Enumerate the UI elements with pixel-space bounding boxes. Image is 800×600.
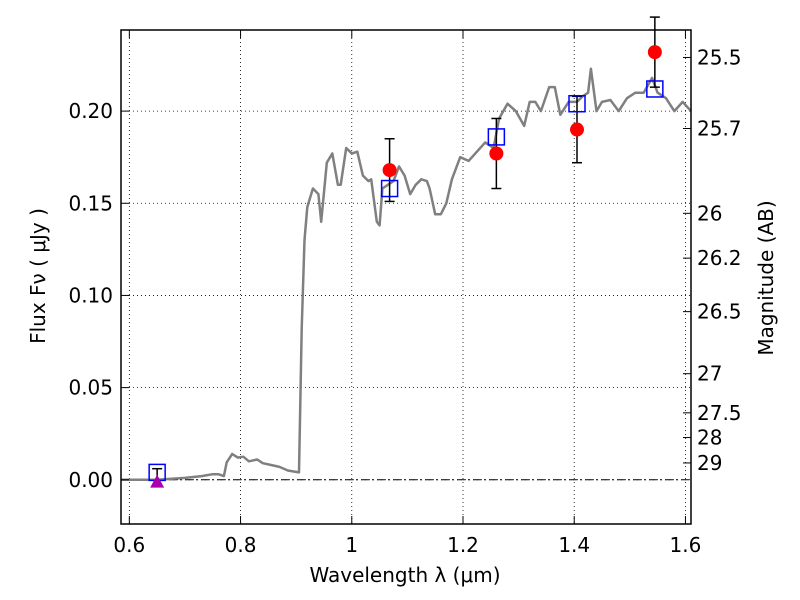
model-photometry-square — [487, 128, 506, 146]
mag-tick-label: 25.7 — [697, 117, 742, 141]
mag-tick-label: 26.2 — [697, 246, 742, 270]
mag-tick-label: 27 — [697, 362, 722, 386]
observed-flux-point — [382, 163, 397, 178]
x-tick-label: 0.6 — [113, 533, 145, 557]
model-spectrum-line — [121, 67, 692, 482]
y-tick-label: 0.15 — [68, 191, 113, 215]
grid — [121, 30, 691, 524]
upper-limit-triangle — [150, 474, 165, 488]
plot-frame — [120, 29, 692, 525]
x-tick-label: 1.4 — [558, 533, 590, 557]
mag-tick-label: 27.5 — [697, 401, 742, 425]
x-tick-label: 1.6 — [670, 533, 702, 557]
x-axis-label: Wavelength λ (μm) — [309, 563, 500, 587]
ticks: 0.6 0.8 1 1.2 1.4 1.6 0.00 0.05 0.10 0.15 0.20 25.5… — [68, 30, 742, 557]
model-photometry-square — [568, 94, 586, 113]
observed-flux-point — [570, 122, 584, 137]
plot-area — [121, 16, 692, 488]
mag-tick-label: 28 — [697, 426, 722, 450]
model-photometry-square — [646, 80, 664, 98]
x-tick-label: 1.2 — [447, 533, 479, 557]
observed-flux-point — [647, 45, 662, 60]
y-tick-label: 0.10 — [68, 283, 113, 307]
mag-tick-label: 29 — [697, 451, 722, 475]
mag-tick-label: 25.5 — [697, 45, 742, 69]
mag-tick-label: 26.5 — [697, 300, 742, 324]
model-photometry-square — [380, 179, 399, 198]
y-tick-label: 0.20 — [68, 99, 113, 123]
x-tick-label: 1 — [345, 533, 358, 557]
observed-flux-point — [489, 146, 504, 161]
y-axis-label: Flux Fν ( μJy ) — [26, 208, 50, 344]
right-axis-label: Magnitude (AB) — [754, 200, 778, 355]
mag-tick-label: 26 — [697, 201, 722, 225]
x-tick-label: 0.8 — [225, 533, 257, 557]
y-tick-label: 0.05 — [68, 376, 113, 400]
y-tick-label: 0.00 — [68, 468, 113, 492]
